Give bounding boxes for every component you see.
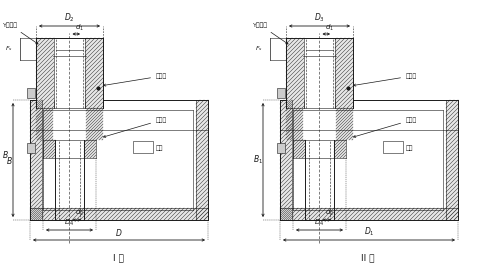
Bar — [36, 108, 53, 140]
Bar — [133, 141, 153, 153]
Text: $D_2$: $D_2$ — [64, 12, 75, 24]
Bar — [277, 143, 285, 153]
Bar — [43, 140, 55, 158]
Text: $D_3$: $D_3$ — [314, 12, 325, 24]
Text: $B$: $B$ — [6, 155, 13, 165]
Bar — [383, 141, 403, 153]
Text: $B_1$: $B_1$ — [253, 154, 263, 166]
Bar — [286, 108, 303, 140]
Bar — [336, 108, 353, 140]
Bar — [85, 38, 103, 108]
Text: $D_4$: $D_4$ — [314, 218, 325, 228]
Bar — [277, 88, 285, 98]
Bar — [36, 38, 54, 108]
Text: 注油孔: 注油孔 — [353, 73, 417, 86]
Text: $D_1$: $D_1$ — [364, 226, 374, 239]
Text: Y型轴孔: Y型轴孔 — [3, 22, 38, 44]
Bar — [27, 88, 35, 98]
Bar — [293, 140, 305, 158]
Text: $d_2$: $d_2$ — [75, 208, 84, 218]
Text: I 型: I 型 — [113, 253, 123, 262]
Bar — [334, 140, 346, 158]
Text: 注油孔: 注油孔 — [353, 117, 417, 138]
Text: $d_2$: $d_2$ — [325, 208, 334, 218]
Bar — [446, 100, 458, 220]
Text: 标志: 标志 — [397, 145, 414, 151]
Text: $D$: $D$ — [115, 227, 123, 239]
Text: $D_4$: $D_4$ — [64, 218, 75, 228]
Text: II 型: II 型 — [361, 253, 375, 262]
Text: $d_1$: $d_1$ — [325, 22, 334, 32]
Bar — [30, 100, 42, 220]
Bar — [335, 38, 353, 108]
Text: 标志: 标志 — [147, 145, 164, 151]
Text: Y型轴孔: Y型轴孔 — [253, 22, 288, 44]
Bar — [280, 208, 458, 220]
Text: 注油孔: 注油孔 — [103, 73, 167, 86]
Text: $d_1$: $d_1$ — [75, 22, 84, 32]
Bar — [27, 143, 35, 153]
Bar — [196, 100, 208, 220]
Bar — [84, 140, 96, 158]
Text: $F_s$: $F_s$ — [5, 44, 13, 53]
Text: 注油孔: 注油孔 — [103, 117, 167, 138]
Bar — [86, 108, 103, 140]
Text: $F_s$: $F_s$ — [255, 44, 263, 53]
Bar — [30, 208, 208, 220]
Bar — [280, 100, 292, 220]
Text: $B$: $B$ — [1, 149, 8, 160]
Bar — [286, 38, 304, 108]
